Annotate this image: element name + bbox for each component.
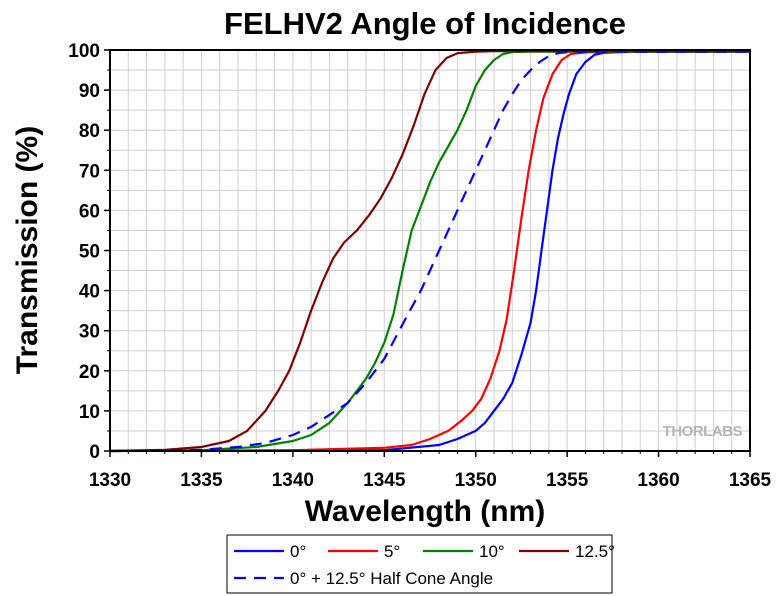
series-line	[108, 50, 752, 453]
y-tick-label: 40	[79, 282, 100, 303]
x-tick-label: 1330	[89, 470, 131, 491]
chart-title: FELHV2 Angle of Incidence	[224, 6, 626, 41]
legend-entry-label: 10°	[479, 542, 505, 561]
x-tick-label: 1340	[272, 470, 314, 491]
legend-entry-label: 5°	[384, 542, 400, 561]
series-line	[108, 50, 752, 453]
legend: 0° 5° 10° 12.5° 0° + 12.5° Half Cone Angle	[226, 534, 615, 594]
x-tick-label: 1335	[180, 470, 223, 491]
y-tick-label: 50	[79, 242, 100, 263]
legend-entry-label: 0° + 12.5° Half Cone Angle	[290, 569, 493, 588]
y-tick-label: 30	[79, 322, 100, 343]
series-line	[109, 50, 750, 453]
y-tick-label: 70	[79, 161, 100, 182]
legend-box	[226, 534, 613, 594]
series-line	[108, 50, 752, 453]
series-line	[108, 50, 752, 453]
thorlabs-watermark: THORLABS	[663, 423, 743, 440]
y-tick-label: 0	[89, 442, 100, 463]
y-tick-label: 100	[68, 41, 100, 62]
axis-ticks: 1330 1335 1340 1345 1350 1355 1360 1365 0 10 20 30 4…	[68, 41, 771, 491]
legend-entry-label: 0°	[290, 542, 306, 561]
x-axis-label: Wavelength (nm)	[305, 495, 546, 528]
x-tick-label: 1360	[637, 470, 679, 491]
y-axis-label: Transmission (%)	[11, 126, 44, 374]
y-tick-label: 80	[79, 121, 100, 142]
y-tick-label: 10	[79, 402, 100, 423]
x-tick-label: 1365	[729, 470, 772, 491]
y-tick-label: 90	[79, 81, 100, 102]
grid	[110, 50, 750, 451]
y-tick-label: 60	[79, 201, 100, 222]
x-tick-label: 1345	[363, 470, 406, 491]
legend-entry-label: 12.5°	[575, 542, 615, 561]
x-tick-label: 1355	[546, 470, 589, 491]
x-tick-label: 1350	[455, 470, 497, 491]
y-tick-label: 20	[79, 362, 100, 383]
series-lines	[108, 50, 752, 453]
